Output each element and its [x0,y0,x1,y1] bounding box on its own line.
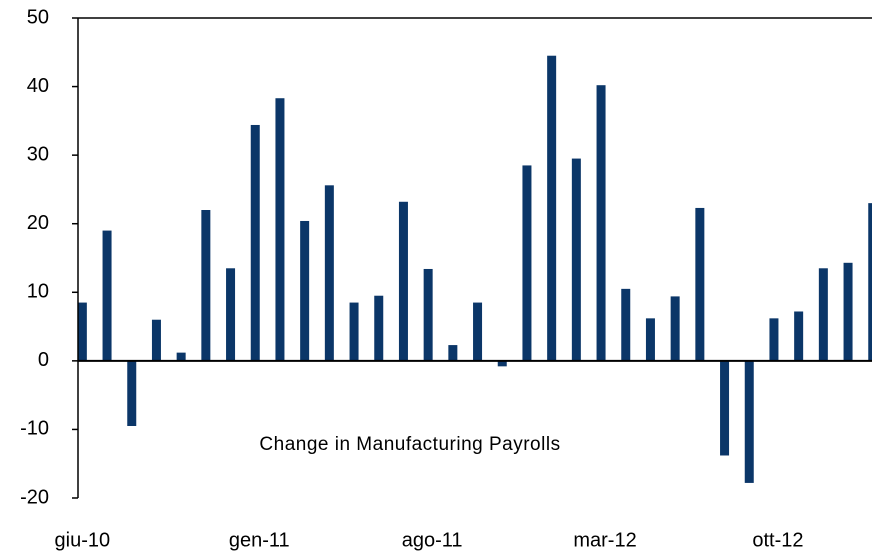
y-tick-label: 50 [27,6,49,28]
bar [670,296,680,361]
y-tick-label: -20 [20,486,49,508]
bar [398,201,408,361]
bar [547,55,557,361]
x-tick-label: mar-12 [573,529,636,551]
bar [497,360,507,367]
bar [621,288,631,361]
chart-annotation: Change in Manufacturing Payrolls [259,434,560,455]
bar [275,98,285,361]
y-tick-label: 20 [27,212,49,234]
x-tick-label: giu-10 [55,529,111,551]
y-tick-label: 10 [27,281,49,303]
y-tick-label: -10 [20,418,49,440]
y-tick-label: 40 [27,75,49,97]
bar [868,203,872,361]
x-tick-label: ott-12 [752,529,803,551]
bar [77,302,87,361]
bar [769,318,779,361]
bar [571,158,581,361]
bar [695,207,705,361]
bar [349,302,359,361]
y-tick-label: 0 [38,349,49,371]
bar [127,360,137,426]
x-tick-label: ago-11 [402,529,463,551]
bar [596,85,606,361]
bar [522,165,532,361]
bar [300,220,310,361]
bar [473,302,483,361]
bar [201,210,211,361]
bar [151,319,161,361]
y-tick-label: 30 [27,143,49,165]
bar [744,360,754,483]
bar [645,318,655,361]
bar [250,124,260,361]
bar [818,268,828,361]
bar [843,262,853,361]
x-tick-label: gen-11 [229,529,290,551]
bar [720,360,730,456]
bar [448,345,458,361]
bar [102,230,112,361]
bar [226,268,236,361]
bar [423,268,433,361]
bar [176,352,186,361]
bar [374,295,384,361]
bar [794,311,804,361]
bar [324,185,334,361]
